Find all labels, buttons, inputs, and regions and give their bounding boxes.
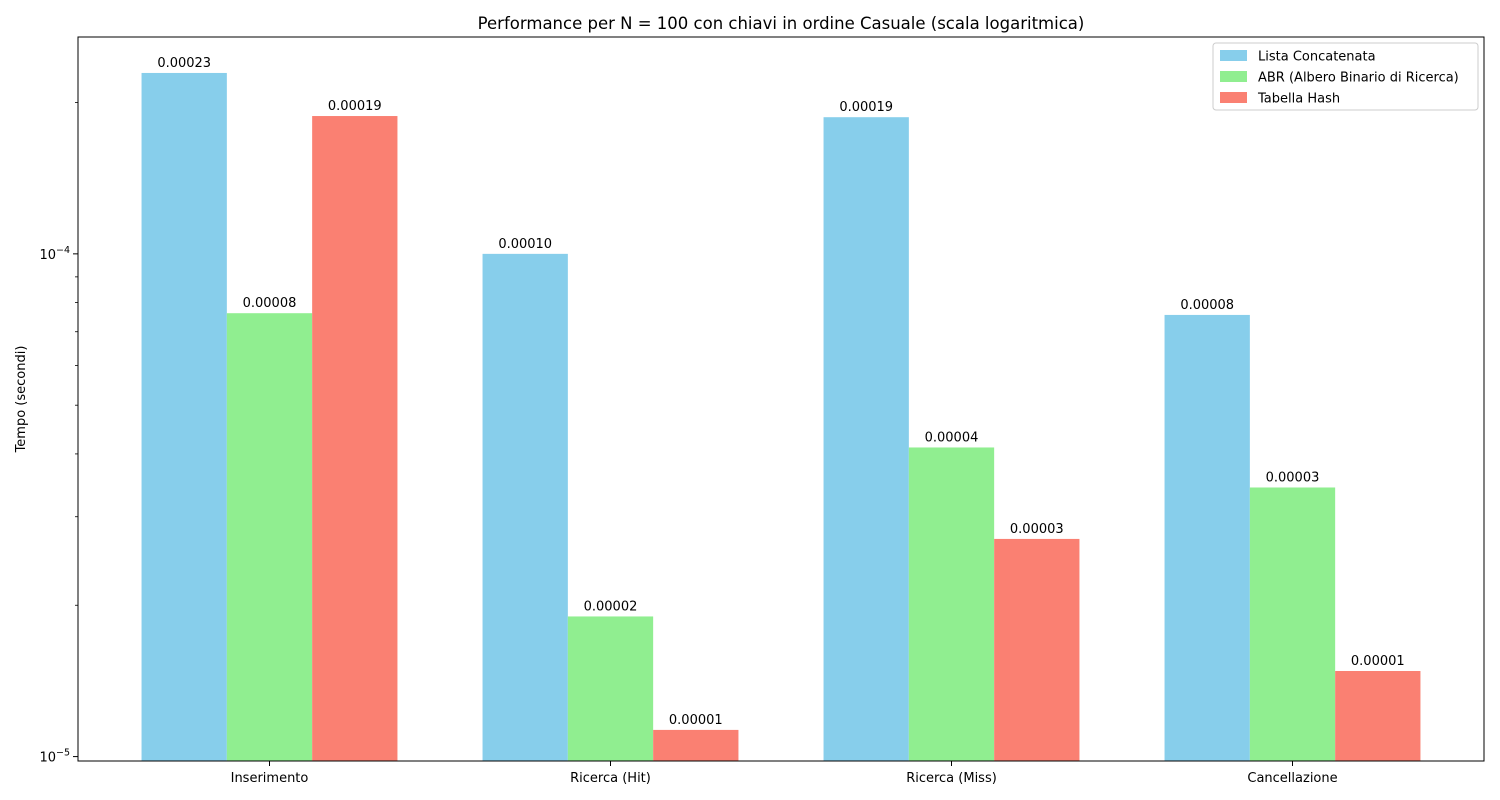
bar-value-label: 0.00001 <box>1351 654 1405 669</box>
bar-value-label: 0.00008 <box>243 296 297 311</box>
legend-swatch <box>1220 71 1247 82</box>
legend-label: Lista Concatenata <box>1258 50 1376 65</box>
bar <box>226 313 313 761</box>
bar-value-label: 0.00001 <box>669 713 723 728</box>
bar <box>482 253 568 761</box>
legend-swatch <box>1220 50 1247 61</box>
bars-group <box>141 72 1421 761</box>
bar <box>1335 670 1421 761</box>
legend-box <box>1212 42 1479 111</box>
bar <box>1164 314 1250 761</box>
y-axis: 10−510−4 <box>39 102 78 766</box>
x-tick-label: Ricerca (Miss) <box>906 771 997 786</box>
legend-label: Tabella Hash <box>1257 92 1340 107</box>
bar-value-label: 0.00003 <box>1266 470 1320 485</box>
bar <box>567 616 654 761</box>
y-tick-label: 10 <box>39 751 56 766</box>
y-tick-exponent: −5 <box>56 748 70 759</box>
x-tick-label: Cancellazione <box>1247 771 1337 786</box>
bar-labels-group: 0.00023 0.00008 0.00019 0.00010 0.00002 0.000… <box>157 56 1404 728</box>
x-axis: Inserimento Ricerca (Hit) Ricerca (Miss) Ca… <box>231 761 1338 786</box>
bar-value-label: 0.00019 <box>839 100 893 115</box>
bar <box>1249 487 1336 761</box>
y-axis-label: Tempo (secondi) <box>14 346 29 454</box>
y-tick-label: 10 <box>39 248 56 263</box>
bar <box>312 116 398 761</box>
plot-frame <box>77 36 1485 762</box>
x-tick-label: Inserimento <box>231 771 309 786</box>
y-tick-exponent: −4 <box>56 245 70 256</box>
legend-label: ABR (Albero Binario di Ricerca) <box>1258 71 1459 86</box>
bar-value-label: 0.00008 <box>1180 298 1234 313</box>
bar-value-label: 0.00003 <box>1010 522 1064 537</box>
bar-value-label: 0.00023 <box>157 56 211 71</box>
legend-swatch <box>1220 92 1247 103</box>
bar-value-label: 0.00019 <box>328 99 382 114</box>
legend: Lista Concatenata ABR (Albero Binario di … <box>1212 42 1479 111</box>
bar <box>141 72 227 761</box>
bar <box>653 729 739 761</box>
bar-value-label: 0.00004 <box>925 430 979 445</box>
bar-value-label: 0.00010 <box>498 237 552 252</box>
chart-title: Performance per N = 100 con chiavi in or… <box>478 14 1085 33</box>
bar-value-label: 0.00002 <box>584 599 638 614</box>
x-tick-label: Ricerca (Hit) <box>570 771 651 786</box>
bar <box>994 538 1080 761</box>
bar <box>908 447 995 761</box>
bar <box>823 117 909 761</box>
